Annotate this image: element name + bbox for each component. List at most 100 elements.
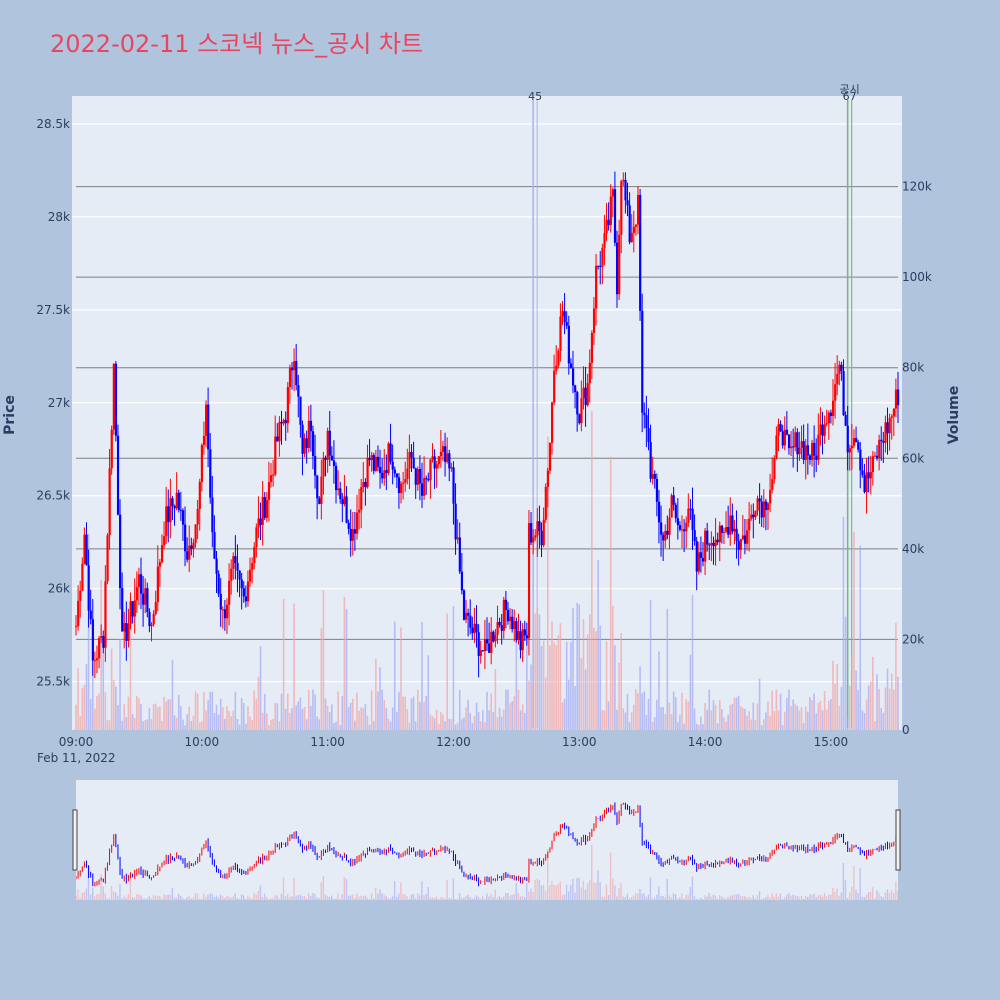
volume-bar: [775, 689, 778, 730]
candle: [525, 635, 529, 639]
volume-bar: [523, 713, 526, 730]
volume-tick-label: 80k: [902, 361, 924, 375]
candle: [257, 518, 260, 528]
candle: [540, 530, 543, 546]
candle: [467, 612, 470, 616]
mini-volume-bar: [616, 896, 618, 900]
volume-bar: [360, 707, 362, 730]
volume-bar: [393, 621, 396, 730]
volume-bar: [742, 707, 744, 730]
candle: [823, 424, 826, 436]
volume-bar: [532, 684, 534, 730]
volume-bar: [259, 646, 262, 730]
mini-volume-bar: [133, 897, 136, 900]
mini-volume-bar: [607, 895, 610, 900]
volume-bar: [897, 676, 899, 730]
candle: [393, 469, 396, 474]
mini-volume-bar: [840, 892, 842, 900]
candle: [666, 530, 669, 535]
volume-bar: [142, 721, 144, 730]
mini-volume-bar: [588, 879, 591, 900]
mini-volume-bar: [320, 882, 322, 900]
mini-volume-bar: [104, 893, 106, 900]
volume-bar: [851, 654, 853, 730]
candle: [314, 456, 317, 476]
candle: [198, 482, 201, 509]
mini-volume-bar: [765, 896, 767, 900]
mini-volume-bar: [387, 898, 390, 900]
volume-bar: [238, 724, 241, 730]
candle: [532, 537, 535, 543]
candle: [324, 457, 327, 460]
mini-volume-bar: [307, 893, 310, 900]
range-handle-right[interactable]: [895, 809, 901, 871]
mini-volume-bar: [754, 898, 757, 900]
candle: [129, 601, 132, 624]
candle: [523, 629, 526, 636]
candle: [471, 627, 474, 634]
volume-axis: 0 20k 40k 60k 80k 100k 120k: [902, 180, 932, 737]
candle: [704, 530, 707, 562]
candle: [634, 224, 638, 227]
mini-volume-bar: [173, 897, 176, 900]
range-handle-left[interactable]: [72, 809, 78, 871]
mini-volume-bar: [278, 898, 281, 900]
volume-bar: [215, 704, 218, 730]
candle: [609, 196, 612, 225]
candle: [381, 473, 384, 479]
mini-volume-bar: [129, 878, 132, 900]
mini-volume-bar: [897, 890, 898, 900]
mini-volume-bar: [677, 898, 679, 900]
volume-bar: [297, 701, 300, 730]
mini-volume-bar: [282, 877, 285, 900]
mini-volume-bar: [419, 895, 421, 900]
candle: [855, 438, 858, 443]
range-slider[interactable]: [72, 780, 901, 900]
mini-volume-bar: [127, 894, 130, 900]
volume-bar: [882, 712, 885, 730]
mini-volume-bar: [224, 898, 226, 900]
mini-volume-bar: [710, 896, 712, 900]
candle: [337, 488, 340, 491]
candle: [402, 482, 405, 484]
volume-bar: [228, 710, 230, 730]
mini-volume-bar: [651, 898, 654, 900]
mini-volume-bar: [117, 895, 119, 900]
mini-volume-bar: [303, 896, 306, 900]
candle: [307, 420, 310, 448]
candle: [769, 489, 772, 504]
mini-volume-bar: [437, 898, 440, 900]
mini-volume-bar: [452, 878, 455, 900]
volume-bar: [370, 690, 373, 730]
mini-volume-bar: [643, 893, 645, 900]
volume-bar: [496, 717, 499, 730]
candle: [748, 518, 751, 531]
mini-volume-bar: [773, 896, 775, 900]
volume-bar: [435, 709, 438, 730]
time-axis: 09:00 10:00 11:00 12:00 13:00 14:00 15:00: [59, 735, 848, 749]
mini-volume-bar: [242, 895, 245, 900]
volume-bar: [630, 712, 633, 730]
candle: [282, 419, 285, 424]
price-tick-label: 25.5k: [36, 675, 70, 689]
candle: [649, 442, 652, 479]
candle: [202, 435, 206, 446]
mini-volume-bar: [530, 888, 532, 900]
volume-bar: [301, 708, 304, 730]
candle: [335, 465, 338, 491]
mini-volume-bar: [79, 897, 81, 900]
candle: [517, 631, 520, 641]
candle: [146, 588, 149, 613]
mini-volume-bar: [542, 884, 545, 900]
volume-bar: [813, 693, 815, 730]
mini-volume-bar: [788, 892, 790, 900]
mini-volume-bar: [838, 895, 840, 900]
candle: [668, 517, 671, 535]
volume-bar: [240, 698, 243, 730]
mini-volume-bar: [257, 890, 260, 900]
time-tick-label: 15:00: [814, 735, 849, 749]
mini-volume-bar: [266, 897, 268, 900]
candle: [660, 522, 663, 535]
mini-volume-bar: [846, 897, 849, 900]
